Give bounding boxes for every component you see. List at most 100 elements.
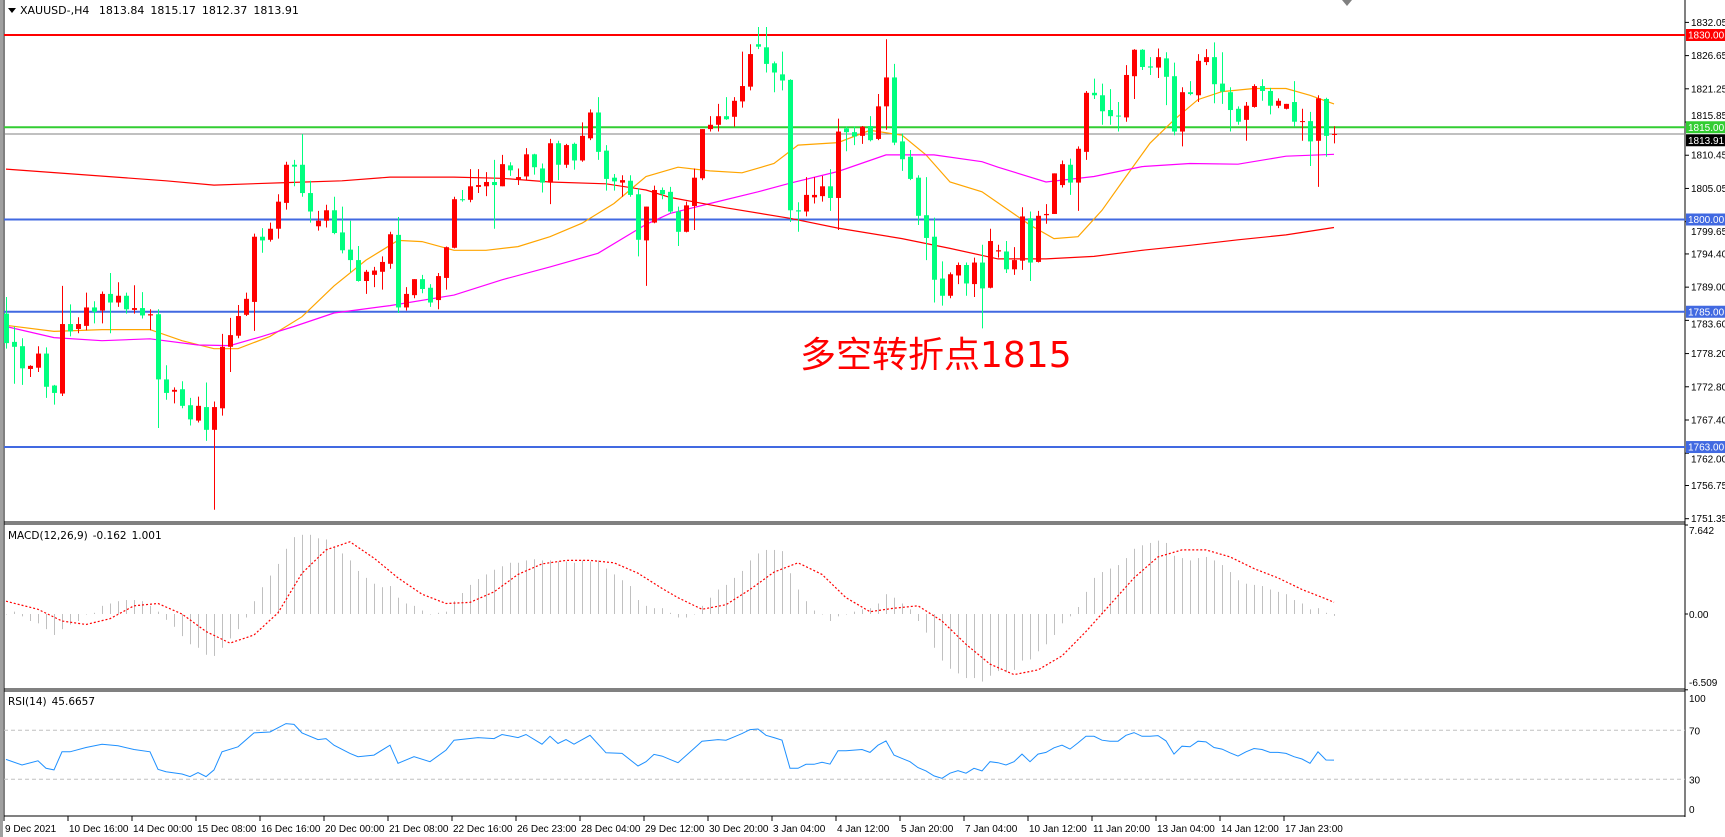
candle bbox=[884, 39, 889, 130]
bid-price-label: 1813.91 bbox=[1688, 136, 1725, 147]
time-tick-label: 9 Dec 2021 bbox=[5, 824, 57, 835]
candle bbox=[1084, 90, 1089, 160]
candle bbox=[836, 118, 841, 230]
candle bbox=[980, 244, 985, 329]
chart-shift-marker-icon[interactable] bbox=[1342, 0, 1352, 6]
candle-body bbox=[188, 405, 193, 420]
macd-histogram bbox=[6, 534, 1335, 682]
macd-bar bbox=[334, 546, 335, 614]
candle-body bbox=[972, 262, 977, 285]
candle bbox=[68, 304, 73, 337]
candle bbox=[172, 387, 177, 404]
candle-body bbox=[812, 194, 817, 198]
candle bbox=[100, 291, 105, 324]
macd-tick-label: 0.00 bbox=[1689, 610, 1709, 621]
macd-bar bbox=[182, 614, 183, 637]
bar-low: 1812.37 bbox=[201, 4, 248, 17]
macd-bar bbox=[398, 597, 399, 614]
candle bbox=[532, 153, 537, 175]
candle-body bbox=[1004, 251, 1009, 270]
candle-body bbox=[828, 186, 833, 198]
rsi-line bbox=[5, 723, 1335, 779]
chart-menu-triangle-icon[interactable] bbox=[8, 8, 16, 13]
macd-bar bbox=[286, 548, 287, 614]
macd-bar bbox=[622, 580, 623, 614]
candle bbox=[252, 233, 257, 331]
candle-body bbox=[468, 186, 473, 200]
macd-bar bbox=[510, 562, 511, 614]
macd-bar bbox=[1094, 577, 1095, 614]
candle bbox=[388, 231, 393, 269]
macd-bar bbox=[342, 553, 343, 614]
rsi-tick-label: 30 bbox=[1689, 775, 1701, 786]
time-tick-label: 4 Jan 12:00 bbox=[837, 824, 890, 835]
candle bbox=[292, 159, 297, 187]
candle bbox=[1300, 108, 1305, 141]
time-tick-label: 15 Dec 08:00 bbox=[197, 824, 257, 835]
candle-body bbox=[164, 379, 169, 393]
candle-body bbox=[452, 199, 457, 248]
candle-body bbox=[1124, 74, 1129, 118]
candle bbox=[492, 159, 497, 229]
candle-body bbox=[244, 298, 249, 315]
candle bbox=[852, 126, 857, 146]
candle bbox=[716, 103, 721, 132]
macd-bar bbox=[414, 605, 415, 614]
macd-bar bbox=[814, 610, 815, 614]
macd-bar bbox=[1190, 560, 1191, 614]
candle bbox=[764, 27, 769, 73]
macd-bar bbox=[94, 612, 95, 614]
candle-body bbox=[892, 77, 897, 143]
candle-body bbox=[764, 47, 769, 64]
time-tick-label: 17 Jan 23:00 bbox=[1285, 824, 1343, 835]
candle bbox=[700, 129, 705, 181]
candle bbox=[644, 206, 649, 286]
candle-body bbox=[1116, 115, 1121, 117]
candle bbox=[132, 285, 137, 314]
candle-body bbox=[1052, 173, 1057, 214]
macd-bar bbox=[222, 614, 223, 648]
macd-bar bbox=[934, 614, 935, 648]
candle bbox=[860, 126, 865, 144]
macd-bar bbox=[846, 614, 847, 615]
candle bbox=[1012, 247, 1017, 275]
candle-body bbox=[1188, 92, 1193, 95]
candle bbox=[844, 126, 849, 152]
level-price-label: 1830.00 bbox=[1688, 31, 1725, 42]
macd-bar bbox=[22, 614, 23, 617]
candle-body bbox=[156, 314, 161, 380]
macd-bar bbox=[142, 601, 143, 614]
candle-body bbox=[1148, 66, 1153, 68]
candle bbox=[724, 97, 729, 120]
macd-bar bbox=[1030, 614, 1031, 660]
rsi-tick-label: 0 bbox=[1689, 805, 1695, 816]
candle bbox=[556, 140, 561, 181]
candle-body bbox=[916, 177, 921, 216]
level-price-tag bbox=[1686, 441, 1725, 454]
candle-body bbox=[924, 215, 929, 238]
candle bbox=[428, 284, 433, 307]
candle-body bbox=[332, 210, 337, 234]
candle bbox=[1068, 158, 1073, 195]
candle-body bbox=[564, 145, 569, 165]
candle bbox=[804, 177, 809, 217]
candle bbox=[468, 169, 473, 203]
candle-body bbox=[212, 407, 217, 430]
macd-bar bbox=[806, 601, 807, 614]
candle-body bbox=[76, 324, 81, 329]
macd-bar bbox=[822, 614, 823, 615]
candle-body bbox=[252, 236, 257, 302]
price-tick-label: 1821.25 bbox=[1691, 84, 1725, 95]
candle-body bbox=[804, 194, 809, 212]
macd-label: MACD(12,26,9) -0.162 1.001 bbox=[8, 530, 167, 542]
candle bbox=[1292, 81, 1297, 127]
candle-body bbox=[460, 199, 465, 201]
macd-bar bbox=[38, 614, 39, 624]
macd-bar bbox=[46, 614, 47, 630]
candle-body bbox=[1092, 92, 1097, 96]
candle bbox=[44, 347, 49, 398]
macd-bar bbox=[462, 593, 463, 614]
candle bbox=[156, 309, 161, 428]
candle bbox=[1004, 241, 1009, 274]
